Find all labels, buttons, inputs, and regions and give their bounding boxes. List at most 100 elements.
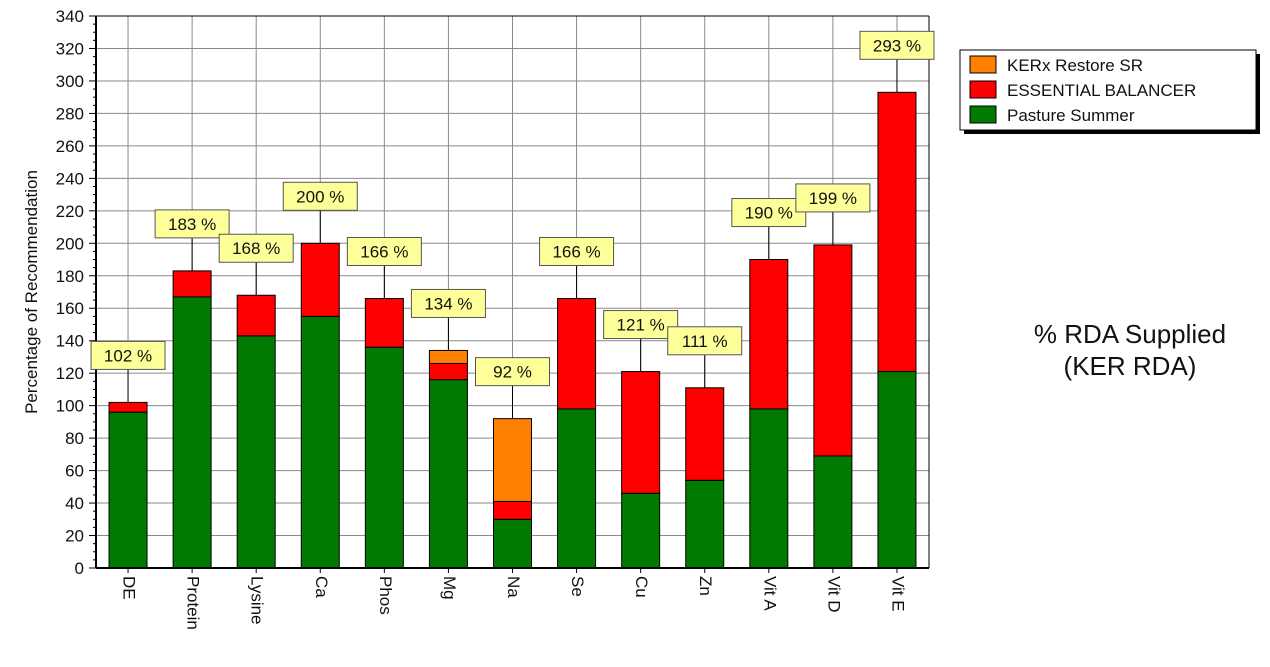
bar-lysine-essential-balancer xyxy=(236,294,276,337)
bar-phos-pasture-summer xyxy=(364,346,404,569)
bar-protein-pasture-summer xyxy=(172,296,212,569)
x-tick-label: Zn xyxy=(696,576,715,596)
bar-vit-d-essential-balancer xyxy=(813,244,853,457)
axes xyxy=(89,15,930,573)
bar-vit-e-pasture-summer xyxy=(877,371,917,569)
y-tick-label: 100 xyxy=(56,397,84,416)
data-label: 111 % xyxy=(682,332,728,351)
side-title-line2: (KER RDA) xyxy=(1063,351,1197,381)
x-tick-label: DE xyxy=(120,576,139,600)
legend-label: KERx Restore SR xyxy=(1007,56,1143,75)
y-tick-label: 140 xyxy=(56,332,84,351)
legend-box xyxy=(959,49,1257,131)
y-tick-label: 220 xyxy=(56,202,84,221)
y-tick-label: 80 xyxy=(65,429,84,448)
legend-swatch-essential-balancer xyxy=(969,80,997,99)
y-tick-label: 120 xyxy=(56,364,84,383)
bar-na-kerx-restore-sr xyxy=(493,418,532,502)
callout-box xyxy=(346,236,422,266)
bar-na-essential-balancer xyxy=(493,500,532,520)
y-tick-label: 260 xyxy=(56,137,84,156)
y-tick-label: 40 xyxy=(65,494,84,513)
x-tick-label: Phos xyxy=(376,576,395,615)
bar-de-pasture-summer xyxy=(108,411,148,569)
bar-cu-pasture-summer xyxy=(621,492,661,569)
bar-se-pasture-summer xyxy=(557,408,597,569)
x-tick-label: Ca xyxy=(312,576,331,598)
bar-phos-essential-balancer xyxy=(364,297,404,348)
total-labels: 102 % 183 % 168 % 200 % 166 % 134 % 92 % 166 % 1… xyxy=(90,30,935,419)
callout-box xyxy=(859,30,935,60)
legend-label: Pasture Summer xyxy=(1007,106,1135,125)
y-tick-label: 0 xyxy=(75,559,84,578)
data-label: 102 % xyxy=(104,346,152,365)
bar-lysine-pasture-summer xyxy=(236,335,276,569)
y-tick-label: 180 xyxy=(56,267,84,286)
data-label: 293 % xyxy=(873,36,921,55)
y-tick-label: 60 xyxy=(65,462,84,481)
callout-box xyxy=(475,357,550,387)
bar-se-essential-balancer xyxy=(557,297,597,410)
x-tick-label: Vit D xyxy=(824,576,843,613)
data-label: 200 % xyxy=(296,187,344,206)
data-label: 199 % xyxy=(809,189,857,208)
callout-box xyxy=(667,326,743,356)
bar-vit-a-pasture-summer xyxy=(749,408,789,569)
y-tick-label: 20 xyxy=(65,527,84,546)
callout-box xyxy=(282,181,358,211)
y-tick-label: 200 xyxy=(56,234,84,253)
y-tick-label: 160 xyxy=(56,299,84,318)
x-tick-label: Protein xyxy=(184,576,203,630)
x-tick-label: Lysine xyxy=(248,576,267,625)
bars xyxy=(108,91,917,569)
bar-ca-pasture-summer xyxy=(300,315,340,569)
callout-box xyxy=(795,183,871,213)
data-label: 121 % xyxy=(617,316,665,335)
x-tick-label: Na xyxy=(504,576,523,598)
data-label: 134 % xyxy=(424,294,472,313)
bar-mg-pasture-summer xyxy=(428,379,468,569)
y-tick-label: 340 xyxy=(56,7,84,26)
x-tick-label: Vit E xyxy=(888,576,907,612)
callout-box xyxy=(539,236,615,266)
callout-box xyxy=(603,310,679,340)
bar-zn-pasture-summer xyxy=(685,479,725,569)
x-tick-label: Mg xyxy=(440,576,459,600)
data-label: 190 % xyxy=(745,204,793,223)
y-tick-label: 320 xyxy=(56,39,84,58)
data-label: 183 % xyxy=(168,215,216,234)
bar-na-pasture-summer xyxy=(493,518,532,569)
y-tick-labels: 0 20 40 60 80 100 120 140 160 180 200 220 240 260 280 3… xyxy=(56,7,84,578)
bar-zn-essential-balancer xyxy=(685,387,725,481)
bar-de-essential-balancer xyxy=(108,401,148,413)
legend-label: ESSENTIAL BALANCER xyxy=(1007,81,1196,100)
bar-cu-essential-balancer xyxy=(621,371,661,494)
side-title: % RDA Supplied (KER RDA) xyxy=(990,318,1270,382)
data-label: 168 % xyxy=(232,239,280,258)
side-title-line1: % RDA Supplied xyxy=(1033,319,1227,349)
callout-box xyxy=(154,209,230,239)
legend-swatch-pasture-summer xyxy=(969,105,997,124)
data-label: 92 % xyxy=(493,363,532,382)
bar-vit-d-pasture-summer xyxy=(813,455,853,569)
x-tick-label: Se xyxy=(568,576,587,597)
bar-protein-essential-balancer xyxy=(172,270,212,298)
y-axis-label: Percentage of Recommendation xyxy=(22,170,41,414)
legend: KERx Restore SR ESSENTIAL BALANCER Pasture… xyxy=(959,49,1260,134)
callout-box xyxy=(218,233,294,263)
bar-mg-kerx-restore-sr xyxy=(428,349,468,364)
callout-box xyxy=(90,340,166,370)
y-tick-label: 240 xyxy=(56,169,84,188)
bar-vit-a-essential-balancer xyxy=(749,259,789,410)
data-label: 166 % xyxy=(552,242,600,261)
legend-swatch-kerx-restore-sr xyxy=(969,55,997,74)
bar-mg-essential-balancer xyxy=(428,362,468,381)
bar-vit-e-essential-balancer xyxy=(877,91,917,373)
data-label: 166 % xyxy=(360,242,408,261)
x-tick-label: Cu xyxy=(632,576,651,598)
bar-ca-essential-balancer xyxy=(300,242,340,317)
x-tick-labels: DE Protein Lysine Ca Phos Mg Na Se Cu Zn Vit A Vit … xyxy=(120,576,908,630)
x-tick-label: Vit A xyxy=(760,576,779,611)
callout-box xyxy=(731,198,807,228)
